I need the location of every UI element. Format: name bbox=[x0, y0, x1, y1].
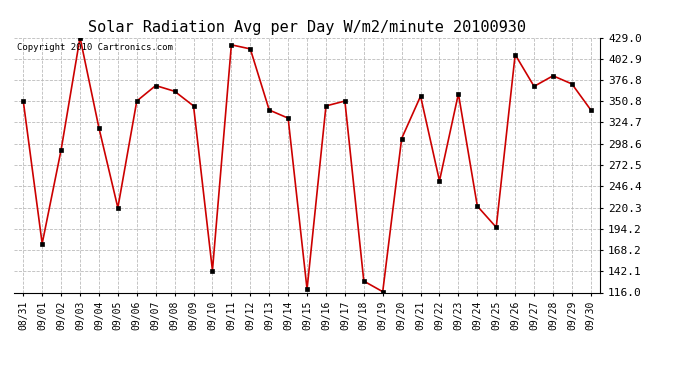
Title: Solar Radiation Avg per Day W/m2/minute 20100930: Solar Radiation Avg per Day W/m2/minute … bbox=[88, 20, 526, 35]
Text: Copyright 2010 Cartronics.com: Copyright 2010 Cartronics.com bbox=[17, 43, 172, 52]
